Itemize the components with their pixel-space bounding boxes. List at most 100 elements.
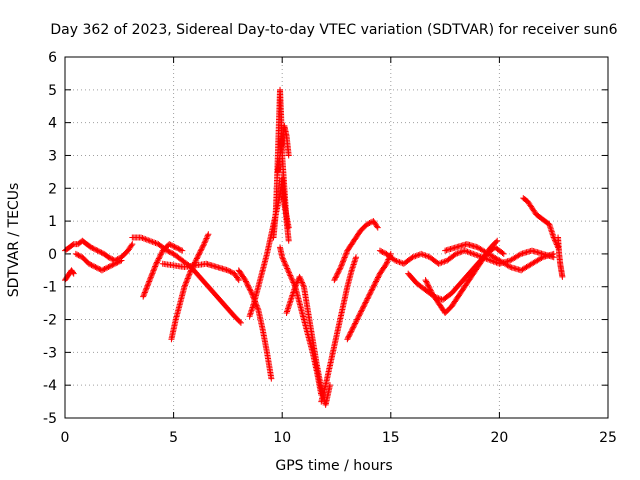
data-point <box>248 290 255 297</box>
data-point <box>69 269 76 276</box>
data-point <box>100 266 107 273</box>
data-point <box>108 262 115 269</box>
data-point <box>187 268 194 275</box>
data-point <box>146 278 153 285</box>
data-point <box>288 275 295 282</box>
data-point <box>204 234 211 241</box>
data-point <box>457 249 464 256</box>
data-point <box>174 245 181 252</box>
data-point <box>365 292 372 299</box>
data-point <box>393 258 400 265</box>
data-point <box>145 281 152 288</box>
x-tick-label: 5 <box>169 430 178 446</box>
series-arc22 <box>555 234 566 280</box>
data-point <box>359 306 366 313</box>
x-tick-label: 15 <box>382 430 400 446</box>
data-point <box>235 277 242 284</box>
data-point <box>88 262 95 269</box>
data-point <box>89 262 96 269</box>
data-point <box>373 277 380 284</box>
data-point <box>356 312 363 319</box>
data-point <box>376 247 383 254</box>
data-point <box>464 248 471 255</box>
data-point <box>338 262 345 269</box>
data-point <box>168 242 175 249</box>
data-point <box>96 266 103 273</box>
data-point <box>367 288 374 295</box>
data-point <box>195 251 202 258</box>
data-point <box>423 278 430 285</box>
data-point <box>198 246 205 253</box>
x-tick-label: 10 <box>273 430 291 446</box>
data-point <box>363 298 370 305</box>
data-point <box>423 279 430 286</box>
data-point <box>499 249 506 256</box>
data-point <box>111 260 118 267</box>
data-point <box>95 265 102 272</box>
data-point <box>299 279 306 286</box>
data-point <box>356 311 363 318</box>
data-point <box>298 278 305 285</box>
data-point <box>341 255 348 262</box>
data-point <box>91 246 98 253</box>
data-point <box>422 277 429 284</box>
data-point <box>346 332 353 339</box>
data-point <box>281 259 288 266</box>
data-point <box>144 282 151 289</box>
data-point <box>226 267 233 274</box>
data-point <box>155 256 162 263</box>
data-point <box>349 325 356 332</box>
data-point <box>92 264 99 271</box>
data-point <box>344 336 351 343</box>
data-point <box>383 260 390 267</box>
data-point <box>335 269 342 276</box>
data-point <box>282 262 289 269</box>
data-point <box>105 254 112 261</box>
data-point <box>300 282 307 289</box>
data-point <box>151 264 158 271</box>
data-point <box>153 240 160 247</box>
data-point <box>195 252 202 259</box>
data-point <box>102 265 109 272</box>
data-point <box>369 285 376 292</box>
data-point <box>141 289 148 296</box>
data-point <box>157 252 164 259</box>
data-point <box>494 237 501 244</box>
data-point <box>227 268 234 275</box>
data-point <box>424 281 431 288</box>
data-point <box>279 255 286 262</box>
data-point <box>412 253 419 260</box>
data-point <box>292 282 299 289</box>
data-point <box>118 257 125 264</box>
data-point <box>242 278 249 285</box>
data-point <box>142 288 149 295</box>
data-point <box>409 254 416 261</box>
data-point <box>375 273 382 280</box>
data-point <box>336 266 343 273</box>
data-point <box>157 251 164 258</box>
data-point <box>454 250 461 257</box>
plot-frame <box>64 56 609 419</box>
data-point <box>94 247 101 254</box>
data-point <box>425 253 432 260</box>
data-point <box>376 271 383 278</box>
data-point <box>93 246 100 253</box>
data-point <box>287 273 294 280</box>
data-point <box>370 283 377 290</box>
data-point <box>128 242 135 249</box>
data-point <box>421 252 428 259</box>
series-arc4 <box>129 234 244 326</box>
data-point <box>106 263 113 270</box>
data-point <box>487 257 494 264</box>
data-point <box>340 257 347 264</box>
data-point <box>285 152 292 159</box>
data-point <box>170 243 177 250</box>
data-point <box>342 253 349 260</box>
data-point <box>279 254 286 261</box>
data-point <box>474 252 481 259</box>
data-point <box>155 255 162 262</box>
data-point <box>172 244 179 251</box>
data-point <box>184 275 191 282</box>
data-point <box>352 319 359 326</box>
